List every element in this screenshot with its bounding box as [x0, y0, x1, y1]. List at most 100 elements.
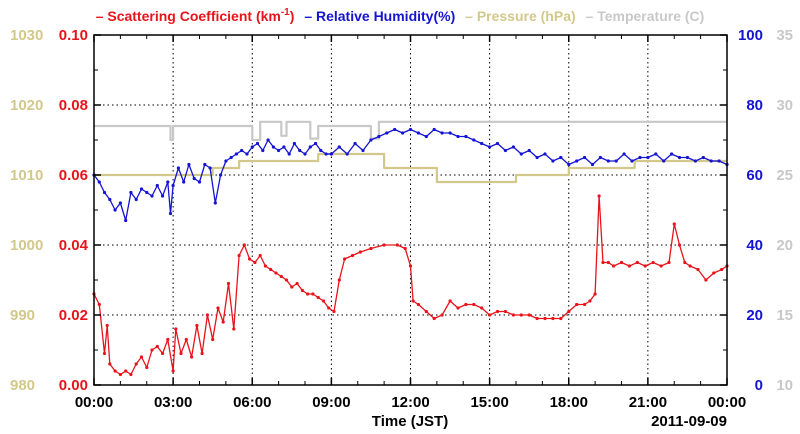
humidity-point — [171, 183, 175, 188]
scattering-point — [440, 313, 444, 317]
scattering-point — [269, 267, 273, 272]
humidity-point — [448, 131, 452, 135]
scattering-point — [464, 302, 468, 307]
scattering-point — [456, 306, 460, 310]
humidity-point — [261, 148, 265, 153]
scattering-point — [290, 285, 294, 289]
scattering-point — [258, 253, 262, 258]
scattering-point — [411, 299, 415, 303]
humidity-point — [234, 152, 238, 156]
humidity-point — [176, 166, 180, 170]
legend-scattering-text: – Scattering Coefficient (km — [96, 8, 281, 24]
legend-item-temperature: – Temperature (C) — [586, 8, 705, 24]
scattering-point — [113, 369, 117, 373]
scattering-tick-label: 0.02 — [59, 307, 88, 324]
scattering-point — [619, 260, 624, 265]
humidity-point — [480, 141, 484, 146]
x-axis-label: Time (JST) — [372, 413, 448, 430]
scattering-point — [200, 351, 204, 356]
temperature-series-line — [94, 120, 727, 142]
humidity-point — [219, 173, 223, 177]
scattering-point — [316, 295, 320, 300]
scattering-point — [102, 351, 107, 356]
scattering-point — [205, 313, 209, 317]
humidity-tick-label: 80 — [746, 97, 763, 114]
pressure-tick-label: 1030 — [10, 27, 43, 44]
humidity-point — [622, 152, 626, 156]
humidity-point — [590, 162, 595, 167]
scattering-point — [651, 260, 655, 265]
scattering-point — [704, 278, 708, 282]
scattering-point — [221, 320, 225, 324]
scattering-point — [232, 327, 236, 331]
humidity-point — [187, 162, 191, 167]
humidity-point — [155, 183, 159, 188]
humidity-point — [567, 162, 571, 167]
legend-item-scattering: – Scattering Coefficient (km-1) — [96, 7, 295, 24]
humidity-point — [456, 134, 460, 139]
humidity-point — [369, 138, 373, 142]
scattering-point — [97, 302, 101, 307]
humidity-tick-label: 100 — [738, 27, 763, 44]
scattering-point — [551, 316, 555, 321]
scattering-point — [226, 281, 231, 286]
humidity-point — [583, 155, 587, 160]
scattering-tick-label: 0.08 — [59, 97, 88, 114]
temperature-tick-label: 35 — [776, 27, 793, 44]
scattering-point — [643, 264, 647, 268]
scattering-point — [567, 309, 571, 314]
humidity-point — [250, 145, 254, 149]
humidity-point — [670, 152, 674, 156]
scattering-point — [343, 257, 347, 261]
scattering-point — [593, 292, 597, 296]
date-label: 2011-09-09 — [651, 413, 727, 430]
humidity-point — [314, 141, 318, 146]
humidity-point — [150, 194, 154, 198]
x-tick-label: 06:00 — [233, 394, 271, 411]
scattering-point — [688, 264, 692, 268]
humidity-point — [168, 211, 173, 216]
scattering-point — [105, 323, 109, 328]
humidity-point — [464, 134, 468, 139]
x-tick-label: 00:00 — [75, 394, 113, 411]
humidity-point — [575, 159, 579, 163]
humidity-point — [685, 155, 690, 160]
humidity-point — [551, 159, 555, 163]
scattering-point — [155, 344, 159, 349]
scattering-series-line — [93, 195, 728, 376]
humidity-point — [527, 148, 531, 153]
humidity-point — [440, 131, 444, 135]
scattering-point — [300, 288, 304, 293]
scattering-point — [242, 243, 246, 247]
scattering-point — [495, 309, 500, 314]
scattering-point — [284, 278, 289, 282]
scattering-point — [118, 372, 122, 377]
scattering-point — [174, 327, 178, 331]
legend-item-pressure: – Pressure (hPa) — [465, 8, 576, 24]
scattering-point — [395, 243, 399, 247]
scattering-tick-label: 0.00 — [59, 377, 88, 394]
legend-item-humidity: – Relative Humidity(%) — [304, 8, 455, 24]
humidity-point — [208, 166, 212, 170]
scattering-point — [503, 309, 507, 314]
humidity-point — [646, 155, 650, 160]
scattering-point — [511, 313, 515, 317]
scattering-point — [211, 337, 215, 342]
humidity-point — [308, 145, 312, 149]
pressure-tick-label: 1020 — [10, 97, 43, 114]
humidity-point — [129, 190, 133, 195]
humidity-point — [324, 152, 328, 156]
humidity-point — [385, 131, 389, 135]
scattering-point — [635, 260, 639, 265]
humidity-point — [303, 152, 307, 156]
humidity-point — [606, 159, 610, 163]
series-layer — [92, 120, 729, 377]
humidity-point — [638, 155, 642, 160]
scattering-point — [274, 271, 278, 275]
humidity-point — [614, 159, 618, 163]
humidity-point — [377, 134, 381, 139]
scattering-point — [171, 369, 175, 373]
scattering-point — [145, 365, 149, 370]
humidity-point — [255, 141, 260, 146]
